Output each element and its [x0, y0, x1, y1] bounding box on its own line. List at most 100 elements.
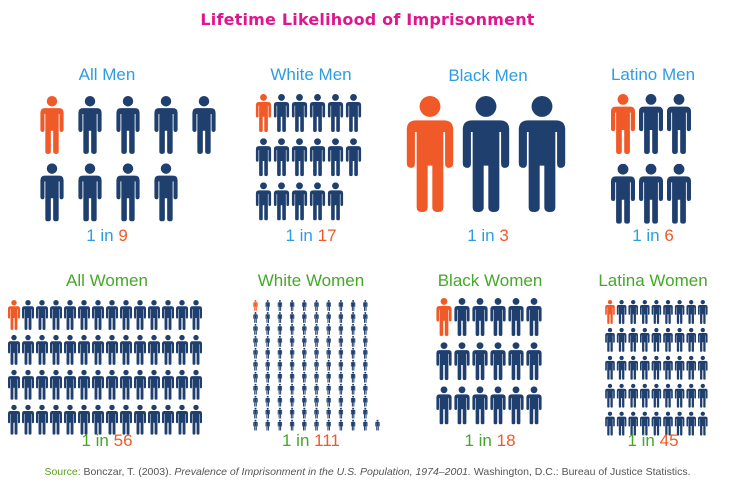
person-icon	[162, 300, 174, 330]
person-icon	[326, 312, 331, 323]
panel-white-men: White Men 1 in 17	[255, 65, 362, 245]
person-icon	[302, 419, 307, 431]
person-icon	[116, 163, 140, 222]
person-icon	[508, 386, 524, 425]
person-icon-highlighted	[253, 300, 258, 311]
person-icon	[253, 359, 258, 371]
person-icon	[616, 411, 627, 436]
person-icon	[302, 347, 307, 359]
person-icon	[289, 395, 295, 407]
panel-title-white-women: White Women	[258, 271, 364, 290]
person-icon	[326, 395, 331, 407]
panel-latino-men: Latino Men 1 in 6	[611, 65, 695, 245]
person-icon	[350, 300, 356, 311]
person-icon	[326, 323, 331, 335]
person-icon	[277, 300, 283, 311]
person-icon	[350, 335, 356, 347]
person-icon	[302, 407, 307, 419]
person-icon	[289, 323, 295, 335]
person-icon	[78, 334, 90, 365]
person-icon	[265, 359, 270, 371]
person-icon	[92, 334, 104, 365]
person-icon	[289, 359, 295, 371]
person-icon	[314, 359, 319, 371]
person-icon	[350, 312, 356, 323]
person-icon	[628, 300, 638, 324]
person-icon	[277, 347, 283, 359]
person-icon	[162, 369, 174, 400]
person-icon	[302, 359, 307, 371]
person-icon	[686, 327, 696, 352]
panel-title-white-men: White Men	[270, 65, 351, 84]
person-icon	[291, 182, 308, 221]
person-icon	[350, 395, 356, 407]
person-icon	[436, 342, 452, 381]
person-icon	[277, 395, 283, 407]
person-icon	[265, 407, 270, 419]
panel-title-all-men: All Men	[79, 65, 136, 84]
person-icon	[651, 355, 662, 380]
person-icon	[314, 395, 319, 407]
person-icon	[265, 347, 270, 359]
person-icon	[605, 383, 615, 408]
person-icon	[50, 300, 62, 330]
person-icon	[327, 182, 344, 221]
source-citation: Source: Bonczar, T. (2003). Prevalence o…	[0, 466, 735, 478]
person-icon	[651, 300, 662, 324]
person-icon	[350, 371, 356, 383]
person-icon	[120, 334, 132, 365]
panel-white-women: White Women 1 in 111	[253, 271, 380, 450]
ratio-label-all-women: 1 in 56	[81, 431, 132, 450]
person-icon	[265, 335, 270, 347]
person-icon	[148, 300, 160, 330]
person-icon	[64, 369, 76, 400]
person-icon	[309, 94, 326, 132]
person-icon	[326, 383, 331, 395]
ratio-label-white-men: 1 in 17	[285, 226, 336, 245]
person-icon	[176, 369, 188, 400]
person-icon	[309, 182, 326, 221]
person-icon	[651, 327, 662, 352]
person-icon	[302, 383, 307, 395]
person-icon	[148, 404, 160, 435]
person-icon	[289, 300, 295, 311]
person-icon-highlighted	[8, 300, 20, 330]
person-icon	[472, 342, 488, 381]
person-icon	[162, 404, 174, 435]
source-label: Source:	[44, 466, 81, 478]
person-icon	[289, 407, 295, 419]
person-icon	[116, 96, 140, 154]
person-icon	[674, 355, 685, 380]
ratio-label-black-women: 1 in 18	[464, 431, 515, 450]
person-icon	[314, 407, 319, 419]
person-icon	[698, 300, 708, 324]
ratio-label-black-men: 1 in 3	[467, 226, 509, 245]
person-icon	[148, 334, 160, 365]
person-icon	[265, 371, 270, 383]
person-icon	[253, 407, 258, 419]
person-icon	[663, 355, 673, 380]
panel-all-women: All Women 1 in 56	[8, 271, 202, 450]
person-icon	[277, 312, 283, 323]
person-icon	[106, 300, 118, 330]
person-icon	[8, 404, 20, 435]
person-icon	[667, 94, 691, 154]
person-icon	[628, 327, 638, 352]
person-icon-highlighted	[611, 94, 635, 154]
person-icon	[78, 96, 102, 154]
person-icon	[289, 312, 295, 323]
person-icon	[22, 404, 34, 435]
person-icon	[190, 300, 202, 330]
person-icon	[50, 404, 62, 435]
person-icon	[674, 383, 685, 408]
person-icon	[338, 407, 344, 419]
person-icon	[265, 300, 270, 311]
person-icon	[265, 312, 270, 323]
person-icon	[326, 359, 331, 371]
person-icon	[462, 96, 510, 212]
person-icon	[154, 163, 178, 222]
person-icon	[253, 371, 258, 383]
panel-title-latina-women: Latina Women	[598, 271, 707, 290]
person-icon	[326, 347, 331, 359]
